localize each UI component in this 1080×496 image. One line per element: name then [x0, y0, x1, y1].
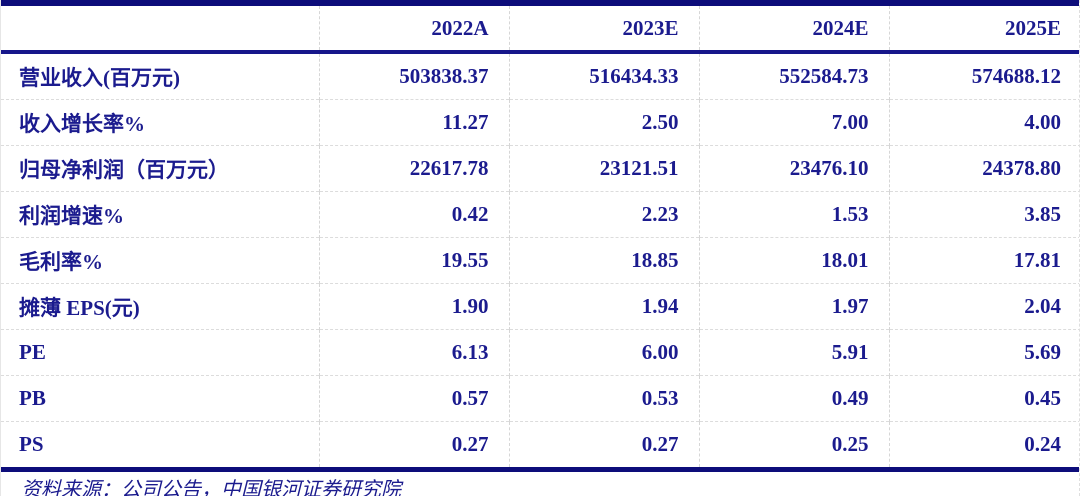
- value-cell: 552584.73: [698, 52, 889, 100]
- table-row-revenue-growth: 收入增长率% 11.27 2.50 7.00 4.00: [1, 99, 1079, 146]
- value-cell: 23121.51: [508, 145, 699, 192]
- year-header-2025e: 2025E: [888, 3, 1079, 54]
- row-label: 归母净利润（百万元）: [1, 145, 319, 192]
- row-label: 毛利率%: [1, 237, 319, 284]
- table-row-revenue: 营业收入(百万元) 503838.37 516434.33 552584.73 …: [1, 52, 1079, 100]
- year-header-2024e: 2024E: [698, 3, 889, 54]
- value-cell: 18.01: [698, 237, 889, 284]
- value-cell: 0.53: [508, 375, 699, 422]
- table-row-gross-margin: 毛利率% 19.55 18.85 18.01 17.81: [1, 237, 1079, 284]
- table-row-pe: PE 6.13 6.00 5.91 5.69: [1, 329, 1079, 376]
- value-cell: 5.69: [888, 329, 1079, 376]
- value-cell: 18.85: [508, 237, 699, 284]
- value-cell: 574688.12: [888, 52, 1079, 100]
- value-cell: 6.00: [508, 329, 699, 376]
- row-label: PS: [1, 421, 319, 470]
- value-cell: 6.13: [318, 329, 509, 376]
- value-cell: 0.49: [698, 375, 889, 422]
- corner-cell: [1, 3, 319, 54]
- table-row-pb: PB 0.57 0.53 0.49 0.45: [1, 375, 1079, 422]
- value-cell: 7.00: [698, 99, 889, 146]
- value-cell: 0.25: [698, 421, 889, 470]
- value-cell: 1.97: [698, 283, 889, 330]
- value-cell: 22617.78: [318, 145, 509, 192]
- value-cell: 0.27: [508, 421, 699, 470]
- row-label: 收入增长率%: [1, 99, 319, 146]
- value-cell: 11.27: [318, 99, 509, 146]
- row-label: 营业收入(百万元): [19, 65, 180, 90]
- value-cell: 1.90: [318, 283, 509, 330]
- table-row-profit-growth: 利润增速% 0.42 2.23 1.53 3.85: [1, 191, 1079, 238]
- year-header-2022a: 2022A: [318, 3, 509, 54]
- table-header-row: 2022A 2023E 2024E 2025E: [1, 3, 1079, 54]
- table-row-diluted-eps: 摊薄 EPS(元) 1.90 1.94 1.97 2.04: [1, 283, 1079, 330]
- source-note: 资料来源：公司公告，中国银河证券研究院: [21, 479, 401, 496]
- year-header-2023e: 2023E: [508, 3, 699, 54]
- value-cell: 0.42: [318, 191, 509, 238]
- row-label: 摊薄 EPS(元): [1, 283, 319, 330]
- value-cell: 2.50: [508, 99, 699, 146]
- value-cell: 1.94: [508, 283, 699, 330]
- value-cell: 0.45: [888, 375, 1079, 422]
- value-cell: 0.27: [318, 421, 509, 470]
- value-cell: 4.00: [888, 99, 1079, 146]
- row-label: 利润增速%: [1, 191, 319, 238]
- value-cell: 19.55: [318, 237, 509, 284]
- value-cell: 0.57: [318, 375, 509, 422]
- value-cell: 0.24: [888, 421, 1079, 470]
- table-row-net-profit: 归母净利润（百万元） 22617.78 23121.51 23476.10 24…: [1, 145, 1079, 192]
- forecast-table: 2022A 2023E 2024E 2025E 营业收入(百万元) 503838…: [1, 0, 1079, 472]
- value-cell: 1.53: [698, 191, 889, 238]
- value-cell: 24378.80: [888, 145, 1079, 192]
- value-cell: 2.23: [508, 191, 699, 238]
- value-cell: 17.81: [888, 237, 1079, 284]
- value-cell: 516434.33: [508, 52, 699, 100]
- value-cell: 5.91: [698, 329, 889, 376]
- table-row-ps: PS 0.27 0.27 0.25 0.24: [1, 421, 1079, 470]
- value-cell: 23476.10: [698, 145, 889, 192]
- row-label: PB: [1, 375, 319, 422]
- value-cell: 3.85: [888, 191, 1079, 238]
- value-cell: 2.04: [888, 283, 1079, 330]
- value-cell: 503838.37: [318, 52, 509, 100]
- row-label: PE: [1, 329, 319, 376]
